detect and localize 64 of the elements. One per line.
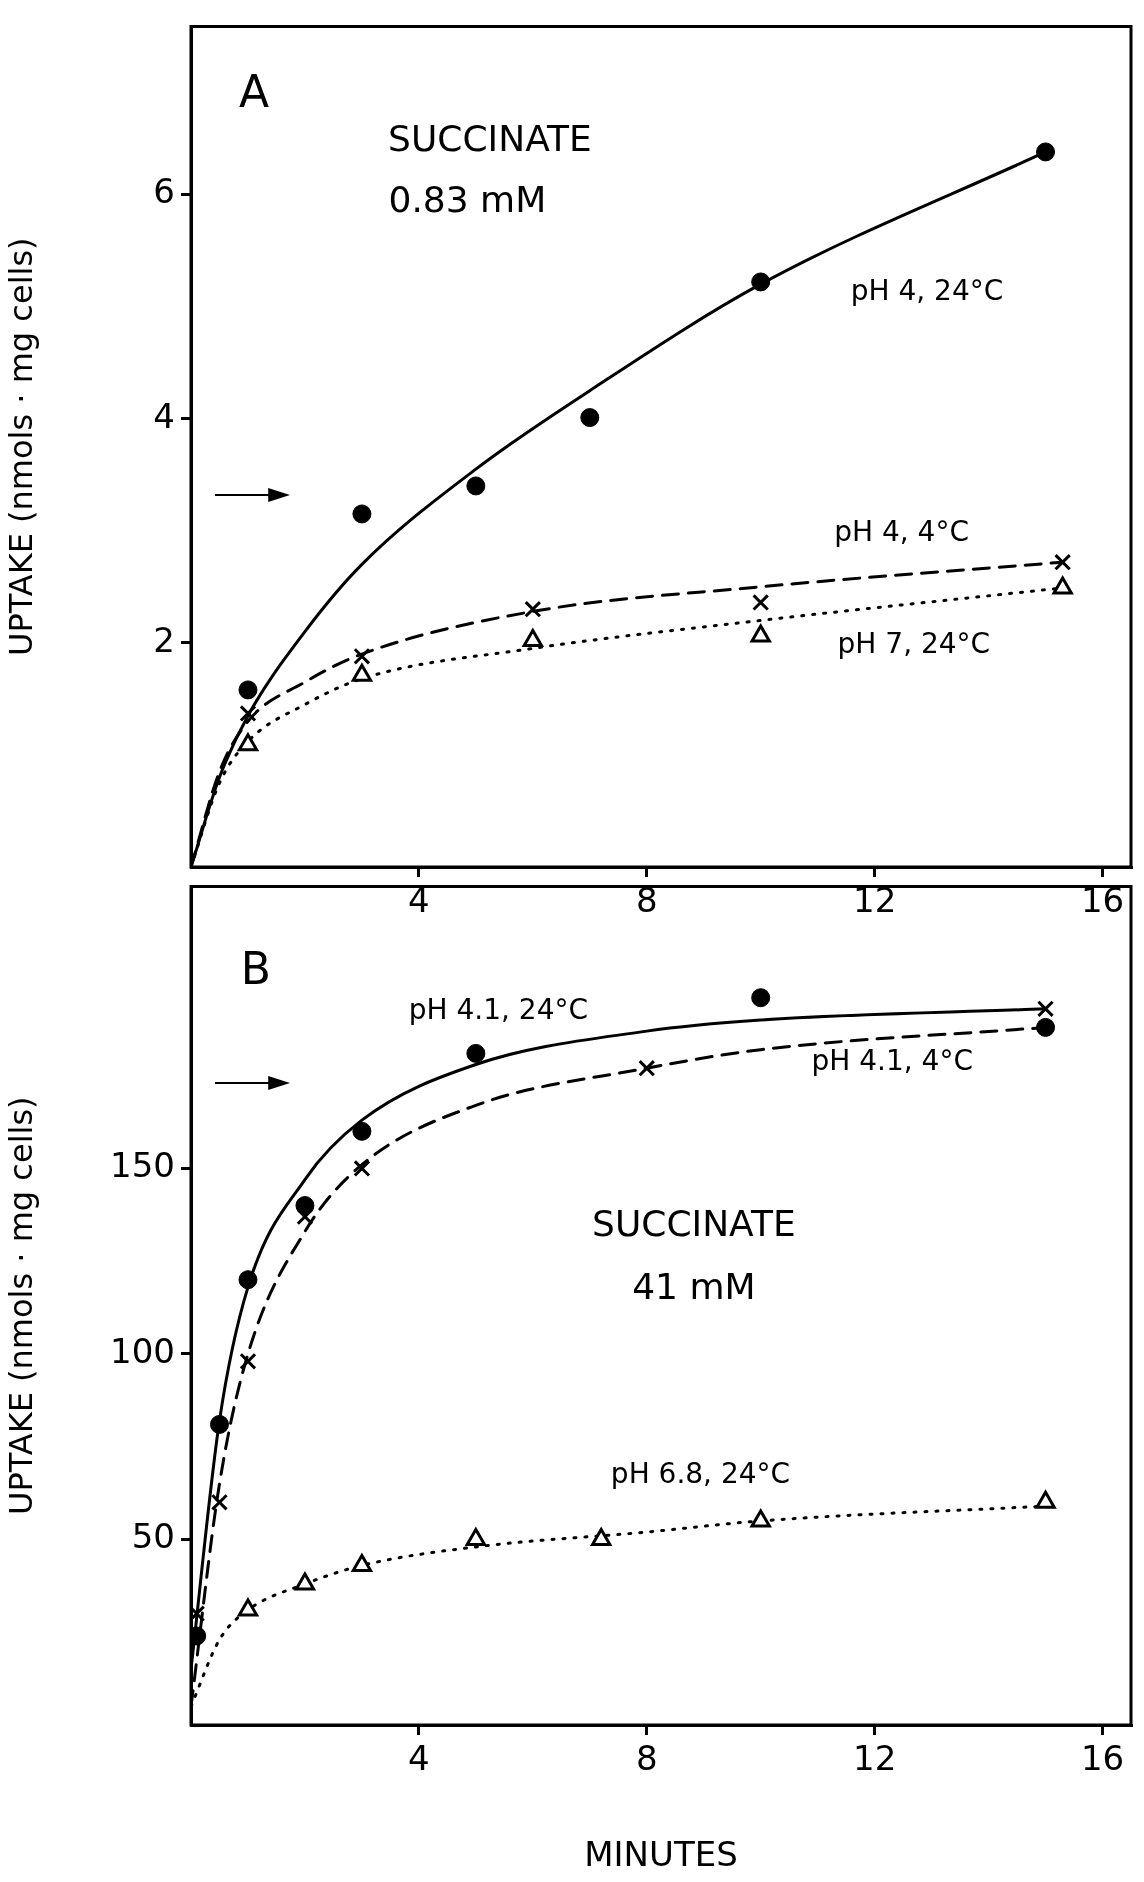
point — [638, 1059, 656, 1077]
y-axis-title: UPTAKE (nmols · mg cells) — [1, 237, 40, 656]
x-tick-label: 4 — [408, 880, 430, 921]
point — [295, 1196, 315, 1216]
point — [752, 593, 770, 612]
annotation: SUCCINATE — [388, 117, 592, 159]
y-tick-label: 100 — [110, 1330, 175, 1371]
point — [466, 1043, 486, 1063]
x-tick-label: 4 — [408, 1738, 430, 1779]
x-tick-label: 8 — [635, 1738, 658, 1779]
point — [591, 1527, 612, 1546]
point — [352, 1121, 372, 1141]
text: pH 4, 24°C — [850, 274, 1004, 308]
point — [238, 1270, 258, 1290]
point — [465, 1527, 487, 1546]
point — [209, 1414, 229, 1434]
point — [352, 504, 372, 524]
y-axis-title: UPTAKE (nmols · mg cells) — [1, 1096, 40, 1515]
x-axis-title: MINUTES — [584, 1834, 738, 1875]
point — [237, 733, 259, 752]
y-tick-label: 2 — [153, 619, 175, 660]
point — [353, 1159, 371, 1177]
point — [239, 704, 257, 723]
series-label: pH 4.1, 24°C — [408, 993, 589, 1027]
point — [238, 680, 258, 700]
y-tick-label: 6 — [153, 171, 175, 212]
x-tick-label: 16 — [1080, 1738, 1125, 1779]
point — [237, 1598, 259, 1617]
y-tick-label: 50 — [131, 1516, 175, 1557]
x-tick-label: 16 — [1080, 880, 1125, 921]
annotation: 0.83 mM — [388, 179, 547, 221]
point — [239, 1352, 257, 1370]
point — [580, 408, 600, 428]
annotation: SUCCINATE — [592, 1203, 796, 1245]
point — [750, 1509, 771, 1528]
point — [750, 624, 771, 643]
point — [466, 476, 486, 496]
series-label: pH 6.8, 24°C — [610, 1457, 791, 1491]
y-tick-label: 4 — [153, 395, 175, 436]
point — [1054, 553, 1072, 571]
point — [210, 1493, 229, 1511]
point — [353, 647, 371, 665]
point — [522, 629, 543, 648]
x-tick-label: 8 — [635, 880, 658, 921]
x-tick-label: 12 — [853, 880, 897, 921]
point — [751, 272, 771, 292]
x-tick-label: 12 — [853, 1738, 897, 1779]
point — [294, 1572, 316, 1591]
point — [1052, 576, 1073, 595]
point — [524, 600, 542, 618]
series-label: pH 4.1, 4°C — [811, 1043, 973, 1077]
text: pH 4, 4°C — [834, 514, 969, 548]
point — [1036, 1017, 1056, 1037]
point — [1035, 1490, 1056, 1509]
annotation: A — [238, 65, 270, 117]
text: pH 7, 24°C — [837, 627, 991, 661]
y-tick-label: 150 — [110, 1145, 175, 1186]
point — [1036, 142, 1056, 162]
point — [351, 1553, 373, 1572]
annotation: B — [240, 943, 271, 995]
point — [751, 988, 771, 1008]
point — [351, 663, 373, 682]
point — [1036, 1000, 1055, 1018]
annotation: 41 mM — [632, 1266, 756, 1308]
